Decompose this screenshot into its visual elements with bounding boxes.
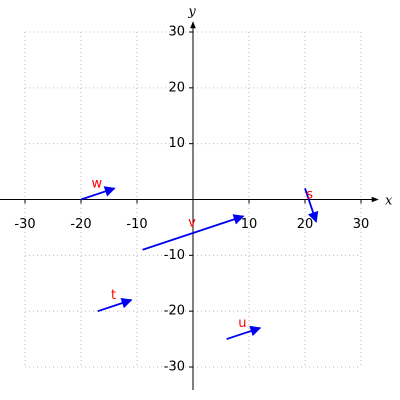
x-tick-label: -30 — [14, 217, 35, 232]
y-tick-label: 30 — [168, 25, 185, 40]
y-tick-label: -30 — [164, 360, 185, 375]
y-tick-label: -10 — [164, 248, 185, 263]
x-axis-label: x — [385, 194, 393, 209]
vector-arrow — [142, 214, 245, 251]
x-tick-label: 20 — [297, 217, 314, 232]
y-tick-label: -20 — [164, 304, 185, 319]
y-axis-label: y — [187, 5, 196, 20]
vector-label: w — [91, 176, 102, 191]
vector-arrow — [226, 325, 262, 340]
x-tick-label: 10 — [241, 217, 258, 232]
vector-label: s — [306, 188, 313, 203]
vector-label: u — [238, 316, 246, 331]
vector-arrow — [97, 297, 133, 313]
x-tick-label: 30 — [353, 217, 370, 232]
y-tick-label: 10 — [168, 136, 185, 151]
y-tick-label: 20 — [168, 80, 185, 95]
vector-arrow — [80, 186, 116, 201]
vector-arrow — [304, 188, 319, 223]
x-tick-label: -20 — [70, 217, 91, 232]
vector-label: v — [188, 216, 196, 231]
vector-label: t — [111, 288, 116, 303]
x-tick-label: -10 — [126, 217, 147, 232]
